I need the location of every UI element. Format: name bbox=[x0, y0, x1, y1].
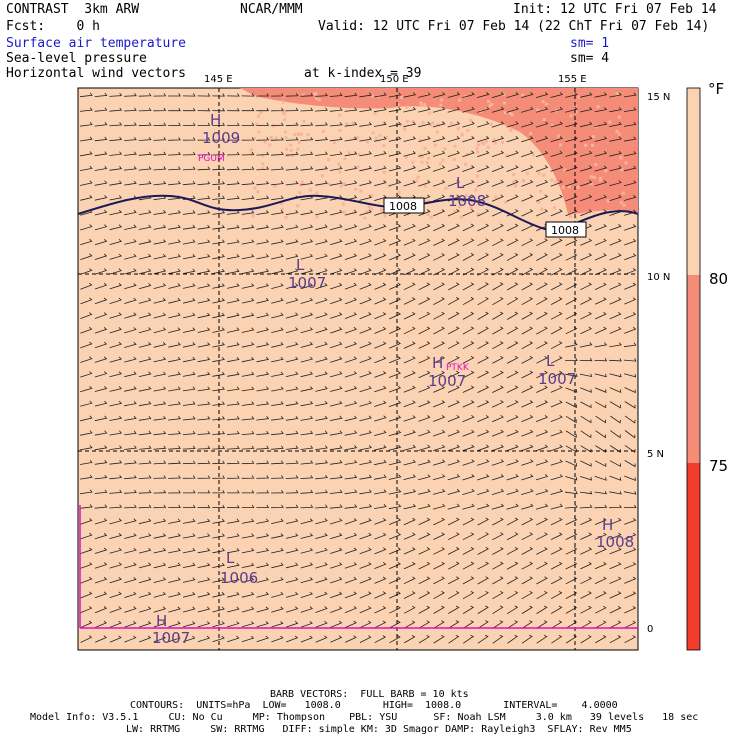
warm-temperature-region bbox=[240, 88, 638, 215]
contour-label-1: 1008 bbox=[389, 200, 417, 213]
lon-label-155: 155 E bbox=[558, 74, 587, 85]
lat-label-15n: 15 N bbox=[647, 92, 670, 103]
pressure-center-kind-5: L bbox=[546, 352, 555, 370]
footer-contour-info: CONTOURS: UNITS=hPa LOW= 1008.0 HIGH= 10… bbox=[130, 700, 618, 711]
pressure-center-value-1: 1009 bbox=[202, 129, 240, 147]
lon-label-145: 145 E bbox=[204, 74, 233, 85]
colorbar-label-80: 80 bbox=[709, 270, 728, 288]
colorbar-segment-low bbox=[687, 463, 700, 650]
field-label-temperature: Surface air temperature bbox=[6, 36, 187, 51]
lon-label-150: 150 E bbox=[380, 74, 409, 85]
field-label-wind: Horizontal wind vectors bbox=[6, 66, 187, 81]
pressure-center-kind-7: L bbox=[226, 549, 235, 567]
station-pgum: PGUM bbox=[198, 154, 225, 164]
footer-model-info: Model Info: V3.5.1 CU: No Cu MP: Thompso… bbox=[30, 712, 699, 723]
wind-barbs bbox=[79, 92, 637, 644]
pressure-center-kind-6: H bbox=[602, 516, 613, 534]
colorbar-segment-mid bbox=[687, 275, 700, 463]
colorbar-frame bbox=[686, 87, 701, 651]
pressure-center-value-3: 1007 bbox=[288, 274, 326, 292]
colorbar-label-75: 75 bbox=[709, 457, 728, 475]
valid-time: Valid: 12 UTC Fri 07 Feb 14 (22 ChT Fri … bbox=[318, 19, 710, 34]
lat-label-5n: 5 N bbox=[647, 449, 664, 460]
pressure-center-kind-1: H bbox=[210, 111, 221, 129]
contour-label-box-1 bbox=[383, 197, 425, 214]
model-title: CONTRAST 3km ARW bbox=[6, 2, 140, 17]
k-index-label: at k-index = 39 bbox=[304, 66, 422, 81]
colorbar-unit: °F bbox=[708, 80, 724, 98]
contour-label-box-2 bbox=[545, 221, 587, 238]
map-panel bbox=[77, 87, 639, 651]
pressure-center-kind-2: L bbox=[456, 174, 465, 192]
institution-label: NCAR/MMM bbox=[240, 2, 303, 17]
lat-lon-grid bbox=[78, 88, 638, 650]
pressure-centers: H 1009 L 1008 L 1007 H 1007 L 1007 H 100… bbox=[152, 111, 634, 647]
pressure-center-value-8: 1007 bbox=[152, 629, 190, 647]
station-ptkk: PTKK bbox=[446, 363, 470, 373]
footer-physics-info: LW: RRTMG SW: RRTMG DIFF: simple KM: 3D … bbox=[126, 724, 632, 735]
smoothing-2: sm= 4 bbox=[570, 51, 610, 66]
pressure-center-value-5: 1007 bbox=[538, 370, 576, 388]
pressure-center-kind-3: L bbox=[296, 256, 305, 274]
pressure-center-kind-8: H bbox=[156, 612, 167, 630]
pressure-center-value-4: 1007 bbox=[428, 372, 466, 390]
pressure-center-value-6: 1008 bbox=[596, 533, 634, 551]
colorbar: °F 80 75 bbox=[686, 80, 728, 651]
init-time: Init: 12 UTC Fri 07 Feb 14 bbox=[513, 2, 717, 17]
pressure-center-value-7: 1006 bbox=[220, 569, 258, 587]
lat-label-0: 0 bbox=[647, 624, 653, 635]
pressure-center-kind-4: H bbox=[432, 354, 443, 372]
lat-label-10n: 10 N bbox=[647, 272, 670, 283]
domain-boundary bbox=[79, 505, 638, 629]
contour-label-2: 1008 bbox=[551, 224, 579, 237]
footer-barb-info: BARB VECTORS: FULL BARB = 10 kts bbox=[270, 689, 469, 700]
pressure-center-value-2: 1008 bbox=[448, 192, 486, 210]
forecast-hour: Fcst: 0 h bbox=[6, 19, 100, 34]
wind-barb-field bbox=[79, 92, 637, 644]
smoothing-1: sm= 1 bbox=[570, 36, 610, 51]
colorbar-segment-high bbox=[687, 88, 700, 275]
field-label-pressure: Sea-level pressure bbox=[6, 51, 147, 66]
